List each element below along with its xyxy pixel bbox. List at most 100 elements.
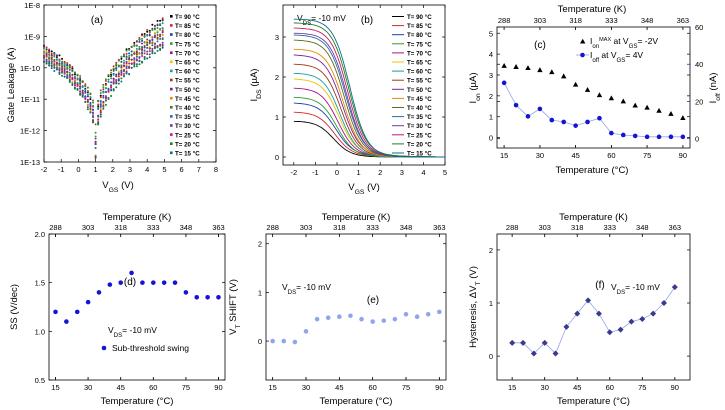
data-point [348, 313, 353, 319]
ion-point [513, 64, 519, 69]
data-point [161, 31, 164, 34]
scatter-series [43, 17, 164, 140]
data-point [141, 46, 144, 49]
x2-axis-title: Temperature (K) [103, 212, 172, 223]
data-point [84, 91, 87, 94]
data-point [61, 63, 64, 66]
label-part: at V [611, 36, 629, 46]
x2-tick-label: 348 [180, 223, 193, 232]
x-tick-label: 15 [268, 383, 276, 392]
data-point [66, 73, 69, 76]
data-point [71, 81, 74, 84]
data-point [99, 105, 102, 108]
data-point [84, 85, 87, 88]
data-point [128, 56, 131, 59]
ion-point [549, 69, 555, 75]
data-point [112, 69, 115, 72]
ion-point [501, 62, 507, 68]
label-part: (V) [364, 182, 379, 193]
data-point [115, 75, 118, 78]
data-point [86, 108, 89, 111]
ioff-point [537, 106, 543, 112]
ion-point [668, 110, 674, 116]
x-tick-label: -1 [312, 168, 319, 177]
label-part: = 4V [625, 50, 643, 60]
x2-tick-label: 288 [49, 223, 62, 232]
data-point [122, 74, 125, 77]
ion-point [656, 107, 662, 113]
x-tick-label: 45 [117, 383, 125, 392]
x-axis-title: VGS (V) [348, 182, 380, 196]
panel-d: 15 30 45 60 75 90 288 303 318 333 348 363 0.5 1.0 1.5 2… [9, 212, 226, 407]
label-part: MAX [599, 37, 611, 43]
panel-e: 15 30 45 60 75 90 288 303 318 333 348 363 0 1 2 Tempera… [228, 212, 447, 407]
data-point [68, 79, 71, 82]
data-point [563, 323, 570, 330]
data-point [425, 312, 431, 317]
data-point [161, 22, 164, 25]
data-point [125, 72, 128, 75]
data-point [125, 56, 128, 59]
data-point [97, 106, 100, 109]
data-point [79, 90, 82, 93]
label-part: V [297, 13, 303, 23]
label-part: GS [629, 43, 638, 50]
y-tick-label: 5 [489, 29, 493, 38]
legend-entry: T= 70 °C [407, 50, 432, 57]
data-point [125, 48, 128, 51]
x2-tick-label: 303 [300, 223, 313, 232]
x2-tick-label: 288 [498, 16, 511, 25]
legend-marker [170, 69, 173, 73]
x-tick-label: 0 [76, 165, 80, 174]
scatter-series [43, 22, 164, 134]
data-point [115, 86, 118, 89]
ioff-point [585, 119, 590, 125]
data-point [115, 82, 118, 85]
panel-label: (b) [361, 15, 373, 26]
legend-entry: T= 55 °C [407, 78, 432, 85]
data-point [156, 37, 159, 40]
label-part: on [592, 43, 599, 50]
data-point [194, 294, 200, 300]
x-axis-title: VGS (V) [102, 180, 134, 194]
data-point [146, 41, 149, 44]
data-point [143, 44, 146, 47]
x2-tick-label: 303 [82, 223, 95, 232]
y-tick-label: 1 [258, 288, 262, 297]
data-point [146, 53, 149, 56]
data-point [58, 69, 61, 72]
legend-entry: T= 45 °C [407, 96, 432, 103]
data-point [148, 42, 151, 45]
legend-entry: T= 35 °C [407, 114, 432, 121]
data-point [84, 88, 87, 91]
data-point [146, 30, 149, 33]
data-point [143, 40, 146, 43]
data-point [146, 43, 149, 46]
data-point [110, 71, 113, 74]
data-point [66, 67, 69, 70]
data-point [81, 86, 84, 89]
y-tick-label: 4 [489, 50, 493, 59]
data-point [89, 102, 92, 105]
series-line [293, 18, 445, 158]
legend-entry: T= 60 °C [407, 69, 432, 76]
x-tick-label: 3 [400, 168, 404, 177]
data-point [99, 110, 102, 113]
x-tick-label: 30 [84, 383, 92, 392]
plot-frame [265, 233, 447, 381]
scatter-series [43, 18, 164, 146]
scatter-series [43, 35, 164, 126]
ioff-line [503, 82, 683, 138]
legend-entry: T= 45 °C [175, 96, 200, 103]
data-point [79, 92, 82, 95]
label-part: V [102, 180, 109, 191]
y-axis-title: IDS (µA) [249, 69, 263, 102]
data-point [102, 83, 105, 86]
data-point [660, 300, 667, 307]
data-point [84, 97, 87, 100]
legend-marker [170, 15, 173, 18]
y-axis-title: Ion (µA) [468, 72, 482, 103]
data-point [110, 94, 113, 97]
data-point [50, 50, 53, 53]
